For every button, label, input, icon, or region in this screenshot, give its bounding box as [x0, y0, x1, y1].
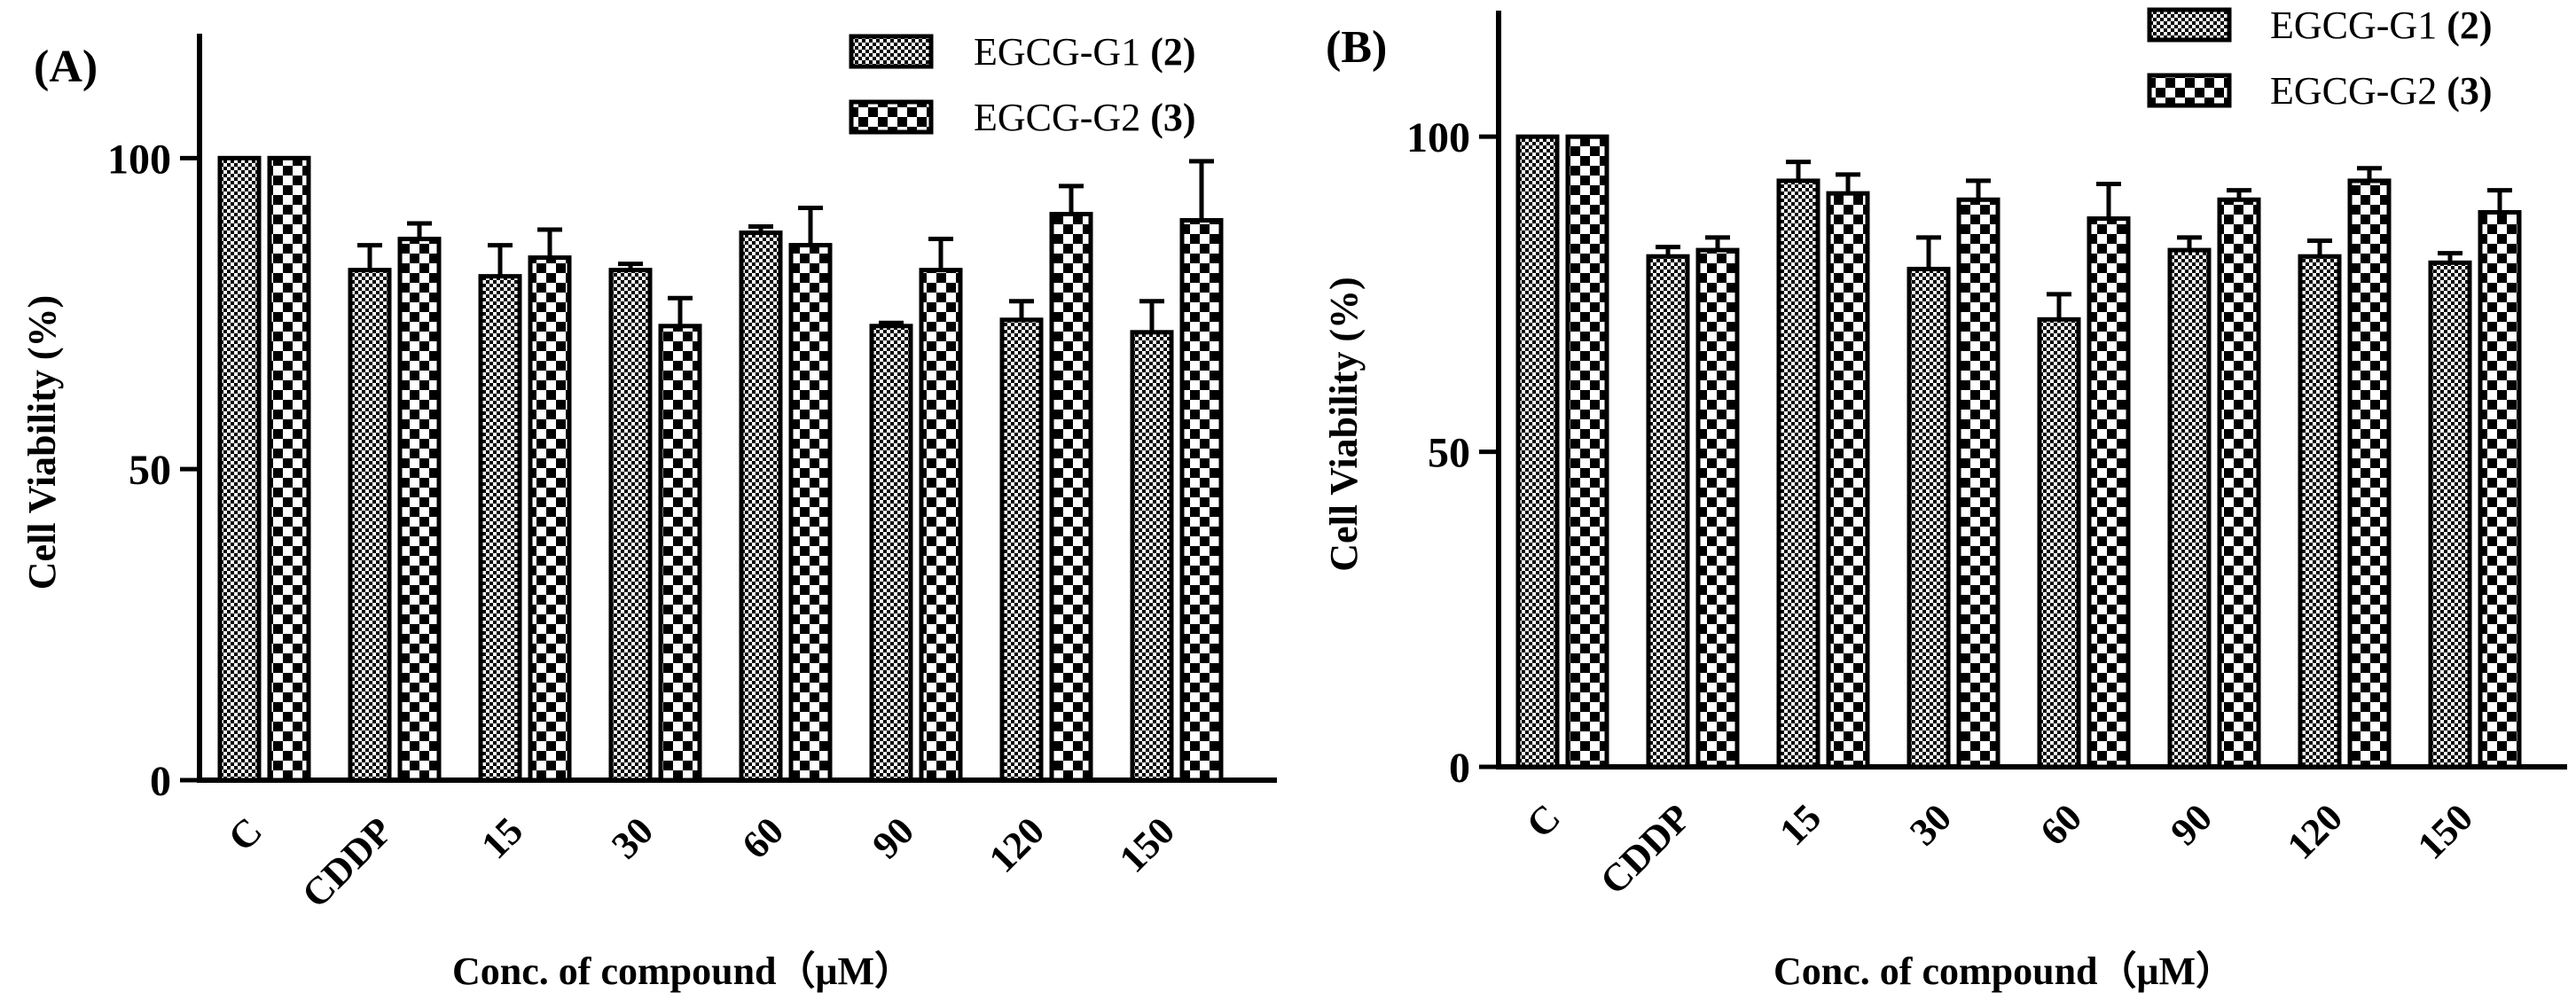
x-tick-label: 150 [2409, 795, 2481, 867]
bar-egcg-g2 [2087, 216, 2131, 770]
bar-egcg-g2 [1049, 211, 1093, 783]
bar-egcg-g1 [2037, 316, 2081, 770]
legend-series-number: (2) [1150, 30, 1195, 74]
bar-egcg-g2 [1695, 247, 1740, 770]
bar-egcg-g2 [2347, 178, 2392, 770]
x-tick-label: 60 [733, 809, 792, 867]
bar-egcg-g2 [528, 255, 572, 783]
legend-swatch [849, 99, 934, 135]
y-axis-title: Cell Viability (%) [20, 295, 64, 590]
x-tick-label: 90 [864, 809, 922, 867]
bar-egcg-g1 [739, 231, 783, 783]
bar-egcg-g2 [2217, 197, 2261, 770]
x-tick-label: CDDP [1592, 795, 1699, 903]
legend-series-number: (3) [1150, 96, 1195, 139]
bar-egcg-g1 [1907, 266, 1951, 770]
x-tick-label: C [1518, 795, 1569, 846]
bar-egcg-g2 [2478, 209, 2522, 770]
x-tick-label: 120 [2279, 795, 2351, 867]
x-axis-title: Conc. of compound（μM） [452, 949, 913, 993]
y-axis-title: Cell Viability (%) [1322, 277, 1366, 571]
panel-a-chart: (A) 0 50 100 Cell Viability (%) Conc. of comp… [20, 30, 1277, 993]
legend-label: EGCG-G1 (2) [2270, 4, 2493, 47]
legend-series-name: EGCG-G1 [974, 30, 1150, 74]
legend-series-name: EGCG-G2 [974, 96, 1150, 139]
legend-label: EGCG-G1 (2) [974, 30, 1196, 74]
legend-swatch [849, 34, 934, 69]
legend-label: EGCG-G2 (3) [974, 96, 1196, 139]
bar-egcg-g2 [658, 324, 702, 783]
bar-egcg-g2 [397, 237, 442, 783]
bar-egcg-g1 [999, 317, 1044, 783]
bar-egcg-g2 [919, 268, 963, 783]
bar-egcg-g1 [869, 324, 913, 783]
x-tick-label: 90 [2162, 795, 2220, 854]
legend-label: EGCG-G2 (3) [2270, 69, 2493, 113]
bar-egcg-g1 [2428, 260, 2472, 770]
bar-egcg-g1 [1646, 254, 1690, 770]
bar-egcg-g1 [2298, 254, 2342, 770]
x-tick-label: C [220, 809, 270, 859]
legend-series-number: (3) [2447, 69, 2492, 113]
bar-egcg-g1 [1130, 330, 1174, 783]
bar-egcg-g2 [267, 155, 311, 783]
x-tick-label: 150 [1111, 809, 1183, 880]
legend-series-number: (2) [2447, 4, 2492, 47]
y-tick-label: 0 [150, 758, 171, 805]
bar-egcg-g2 [1565, 134, 1609, 770]
x-tick-label: 30 [1901, 795, 1960, 854]
x-tick-label: 30 [603, 809, 662, 867]
bar-egcg-g1 [478, 274, 522, 783]
bar-egcg-g2 [788, 243, 833, 783]
x-tick-label: 120 [981, 809, 1053, 880]
y-tick-label: 50 [1428, 430, 1470, 477]
bar-egcg-g2 [1179, 218, 1224, 783]
bar-egcg-g1 [348, 268, 392, 783]
legend-swatch [2147, 7, 2232, 43]
bar-egcg-g1 [1776, 178, 1820, 770]
legend-series-name: EGCG-G1 [2270, 4, 2447, 47]
panel-b-chart: (B) 0 50 100 Cell Viability (%) Conc. of comp… [1322, 4, 2567, 993]
bar-egcg-g1 [217, 155, 262, 783]
bar-egcg-g2 [1956, 197, 2001, 770]
bar-egcg-g1 [1515, 134, 1560, 770]
x-tick-label: 15 [473, 809, 531, 867]
y-tick-label: 50 [129, 447, 171, 494]
legend-swatch [2147, 73, 2232, 108]
y-tick-label: 100 [107, 136, 171, 183]
bar-egcg-g1 [2167, 247, 2212, 770]
bar-egcg-g2 [1826, 191, 1870, 770]
legend-series-name: EGCG-G2 [2270, 69, 2447, 113]
x-tick-label: 15 [1771, 795, 1829, 854]
x-tick-label: CDDP [294, 809, 401, 916]
panel-label: (B) [1326, 22, 1387, 73]
panel-label: (A) [34, 42, 98, 92]
x-axis-title: Conc. of compound（μM） [1773, 949, 2235, 993]
bar-egcg-g1 [608, 268, 653, 783]
y-tick-label: 0 [1449, 745, 1470, 792]
y-tick-label: 100 [1406, 114, 1470, 161]
x-tick-label: 60 [2032, 795, 2090, 854]
